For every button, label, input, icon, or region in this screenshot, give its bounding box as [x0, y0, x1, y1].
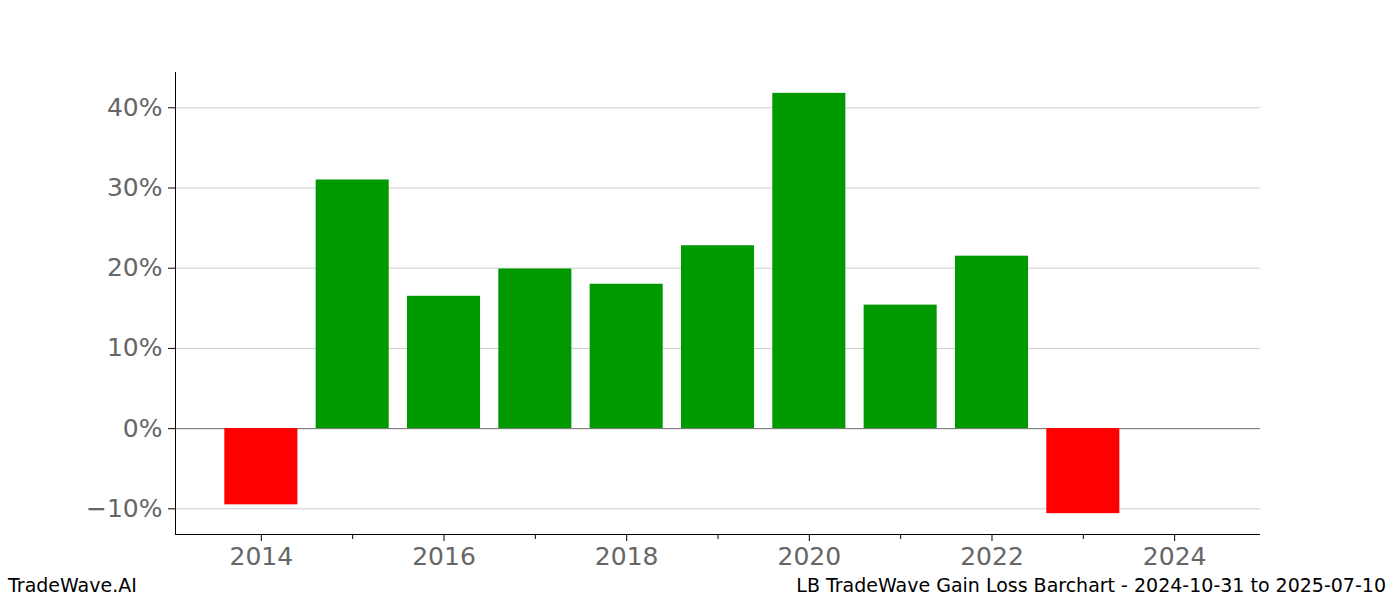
html-text:LB TradeWave Gain Loss Barchar: LB TradeWave Gain Loss Barchart - 2024-1…	[796, 574, 1386, 596]
svg-text:2014: 2014	[230, 542, 294, 571]
svg-text:10%: 10%	[107, 333, 163, 362]
html-text:TradeWave.AI: TradeWave.AI	[8, 574, 137, 596]
svg-text:2020: 2020	[778, 542, 842, 571]
svg-text:30%: 30%	[107, 173, 163, 202]
svg-text:2024: 2024	[1143, 542, 1207, 571]
svg-text:2022: 2022	[960, 542, 1024, 571]
svg-text:−10%: −10%	[86, 494, 163, 523]
svg-text:2018: 2018	[595, 542, 659, 571]
svg-text:0%: 0%	[123, 414, 163, 443]
svg-text:40%: 40%	[107, 93, 163, 122]
svg-text:20%: 20%	[107, 253, 163, 282]
svg-text:2016: 2016	[412, 542, 476, 571]
